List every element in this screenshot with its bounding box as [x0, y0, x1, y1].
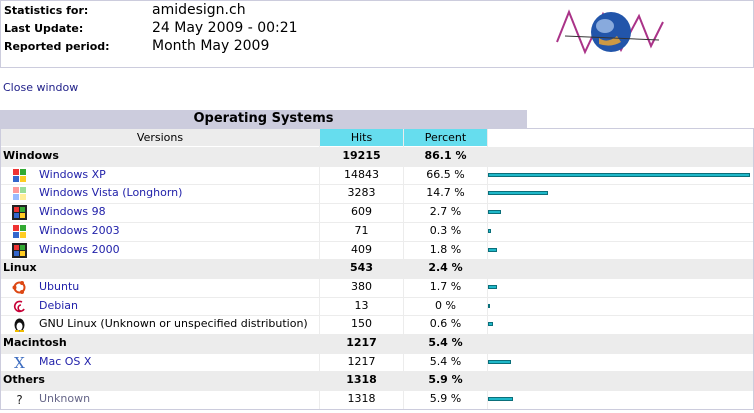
os-icon	[12, 186, 27, 201]
row-separator	[1, 184, 753, 186]
group-percent: 86.1 %	[424, 149, 467, 162]
os-name[interactable]: Windows Vista (Longhorn)	[39, 186, 183, 200]
os-name[interactable]: Debian	[39, 298, 78, 312]
os-hits: 609	[351, 205, 372, 219]
os-name[interactable]: Windows 2000	[39, 242, 120, 256]
row-separator	[1, 315, 753, 317]
hits-bar	[488, 303, 491, 308]
os-name[interactable]: Windows 2003	[39, 223, 120, 237]
os-name[interactable]: Ubuntu	[39, 279, 80, 293]
row-separator	[1, 221, 753, 223]
os-icon: ?	[12, 392, 27, 407]
column-divider	[487, 129, 488, 409]
close-window-link[interactable]: Close window	[3, 81, 79, 94]
os-percent: 0.3 %	[429, 223, 462, 237]
os-name: GNU Linux (Unknown or unspecified distri…	[39, 317, 308, 331]
group-row	[1, 334, 753, 353]
group-hits: 19215	[342, 149, 381, 162]
os-name[interactable]: Windows 98	[39, 205, 106, 219]
os-icon: X	[12, 354, 27, 372]
os-hits: 150	[351, 317, 372, 331]
os-percent: 5.4 %	[429, 354, 462, 368]
header-label: Reported period:	[4, 40, 110, 53]
os-name[interactable]: Mac OS X	[39, 354, 92, 368]
os-percent: 1.8 %	[429, 242, 462, 256]
header-value: Month May 2009	[152, 38, 270, 54]
svg-text:X: X	[14, 355, 25, 370]
row-separator	[1, 165, 753, 167]
group-percent: 5.9 %	[428, 373, 463, 387]
group-name: Linux	[3, 261, 37, 275]
hits-bar	[488, 191, 548, 196]
os-hits: 1318	[347, 392, 376, 406]
group-row	[1, 371, 753, 391]
hits-bar	[488, 247, 498, 252]
column-divider	[403, 129, 404, 409]
os-hits: 409	[351, 242, 372, 256]
group-row	[1, 259, 753, 278]
row-separator	[1, 203, 753, 205]
os-percent: 14.7 %	[426, 186, 465, 200]
row-separator	[1, 240, 753, 242]
os-icon	[12, 242, 27, 258]
os-percent: 2.7 %	[429, 205, 462, 219]
row-separator	[1, 296, 753, 298]
os-hits: 14843	[344, 167, 379, 181]
table: Versions Hits Percent Windows 19215 86.1 % Win…	[0, 128, 754, 410]
os-hits: 71	[354, 223, 369, 237]
group-name: Others	[3, 373, 45, 387]
os-percent: 0 %	[435, 298, 456, 312]
svg-text:?: ?	[16, 393, 22, 407]
row-separator	[1, 352, 753, 354]
os-icon	[12, 299, 27, 314]
column-divider	[319, 129, 320, 409]
hits-bar	[488, 322, 493, 327]
os-percent: 0.6 %	[429, 317, 462, 331]
group-name: Windows	[3, 149, 59, 162]
hits-bar	[488, 284, 497, 289]
column-header: Versions	[1, 129, 319, 146]
os-icon	[12, 205, 27, 221]
group-row	[1, 147, 753, 166]
os-icon	[12, 224, 27, 239]
header-value: amidesign.ch	[152, 2, 246, 18]
hits-bar	[488, 210, 501, 215]
group-hits: 1318	[346, 373, 377, 387]
group-hits: 1217	[346, 336, 377, 349]
os-name[interactable]: Windows XP	[39, 167, 106, 181]
group-percent: 5.4 %	[428, 336, 463, 349]
os-icon	[12, 317, 27, 333]
os-hits: 380	[351, 279, 372, 293]
header-label: Statistics for:	[4, 4, 89, 17]
os-percent: 5.9 %	[429, 392, 462, 406]
group-hits: 543	[350, 261, 373, 275]
os-icon	[12, 168, 27, 183]
hits-bar	[488, 359, 512, 364]
row-separator	[1, 277, 753, 279]
column-header: Hits	[320, 129, 403, 146]
os-percent: 1.7 %	[429, 279, 462, 293]
group-percent: 2.4 %	[428, 261, 463, 275]
os-hits: 3283	[347, 186, 376, 200]
logo	[556, 9, 664, 55]
os-percent: 66.5 %	[426, 167, 465, 181]
column-header: Percent	[404, 129, 487, 146]
os-name[interactable]: Unknown	[39, 392, 91, 406]
hits-bar	[488, 172, 750, 177]
os-icon	[12, 280, 27, 295]
os-hits: 13	[354, 298, 369, 312]
header-label: Last Update:	[4, 22, 84, 35]
header-value: 24 May 2009 - 00:21	[152, 20, 298, 36]
hits-bar	[488, 228, 492, 233]
os-hits: 1217	[347, 354, 376, 368]
hits-bar	[488, 397, 514, 402]
table-title: Operating Systems	[0, 110, 527, 128]
row-separator	[1, 390, 753, 392]
group-name: Macintosh	[3, 336, 67, 349]
